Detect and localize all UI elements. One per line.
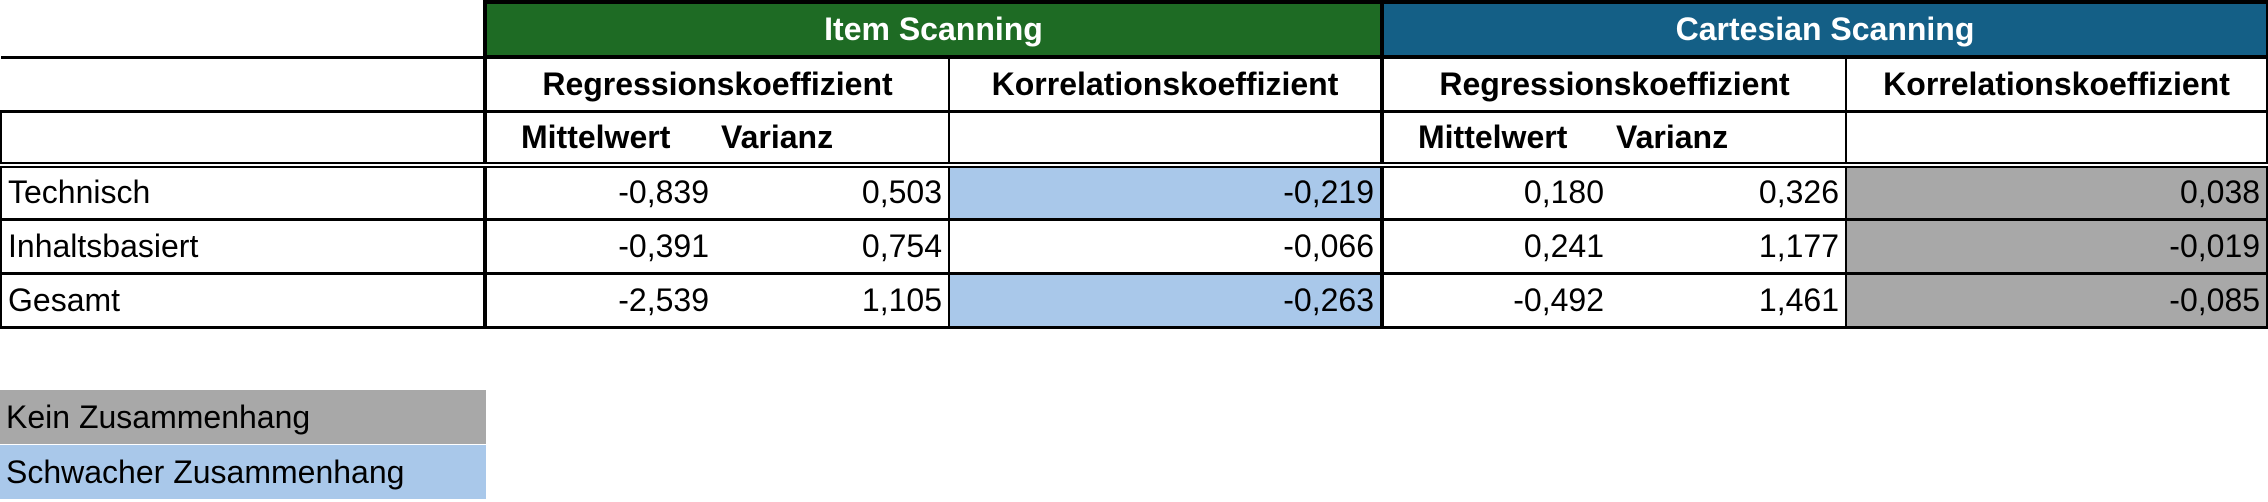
item-correlation-blank — [949, 109, 1384, 168]
row-label: Gesamt — [0, 273, 487, 329]
item-mean-cell: -2,539 — [485, 273, 715, 329]
cartesian-correlation-cell: 0,038 — [1846, 165, 2268, 221]
group-header-row: Item Scanning Cartesian Scanning — [1, 0, 2268, 59]
table-row: Gesamt -2,539 1,105 -0,263 -0,492 1,461 … — [0, 273, 2268, 329]
item-correlation-cell: -0,263 — [949, 273, 1384, 329]
cartesian-variance-cell: 0,326 — [1610, 165, 1847, 221]
item-regression-header: Regressionskoeffizient — [483, 57, 950, 111]
cartesian-mean-header: Mittelwert — [1382, 109, 1610, 168]
cartesian-mean-cell: 0,180 — [1382, 165, 1610, 221]
cartesian-correlation-cell: -0,019 — [1846, 219, 2268, 275]
item-correlation-header: Korrelationskoeffizient — [949, 57, 1384, 111]
item-correlation-cell: -0,219 — [949, 165, 1384, 221]
item-variance-cell: 0,754 — [715, 219, 950, 275]
item-variance-cell: 0,503 — [715, 165, 950, 221]
item-variance-header: Varianz — [715, 109, 950, 168]
row-label: Inhaltsbasiert — [0, 219, 487, 275]
cartesian-correlation-header: Korrelationskoeffizient — [1846, 57, 2268, 111]
cartesian-correlation-cell: -0,085 — [1846, 273, 2268, 329]
empty-label-header-2 — [0, 109, 487, 168]
cartesian-correlation-blank — [1846, 109, 2268, 168]
item-variance-cell: 1,105 — [715, 273, 950, 329]
cartesian-variance-cell: 1,177 — [1610, 219, 1847, 275]
item-mean-cell: -0,839 — [485, 165, 715, 221]
subheader-row: Regressionskoeffizient Korrelationskoeff… — [1, 55, 2268, 111]
item-mean-header: Mittelwert — [485, 109, 715, 168]
legend-no-correlation: Kein Zusammenhang — [0, 390, 486, 444]
legend-weak-correlation: Schwacher Zusammenhang — [0, 445, 486, 499]
cartesian-variance-header: Varianz — [1610, 109, 1847, 168]
results-table: Item Scanning Cartesian Scanning Regress… — [0, 0, 2268, 329]
subheader-row-2: Mittelwert Varianz Mittelwert Varianz — [0, 109, 2268, 168]
cartesian-variance-cell: 1,461 — [1610, 273, 1847, 329]
item-correlation-cell: -0,066 — [949, 219, 1384, 275]
empty-label-header — [1, 55, 485, 111]
row-label: Technisch — [0, 165, 487, 221]
table-row: Inhaltsbasiert -0,391 0,754 -0,066 0,241… — [0, 219, 2268, 275]
cartesian-mean-cell: -0,492 — [1382, 273, 1610, 329]
empty-corner-cell — [1, 2, 485, 57]
item-mean-cell: -0,391 — [485, 219, 715, 275]
table-row: Technisch -0,839 0,503 -0,219 0,180 0,32… — [0, 165, 2268, 221]
cartesian-regression-header: Regressionskoeffizient — [1380, 57, 1847, 111]
item-scanning-header: Item Scanning — [483, 0, 1384, 59]
cartesian-scanning-header: Cartesian Scanning — [1379, 0, 2268, 59]
cartesian-mean-cell: 0,241 — [1382, 219, 1610, 275]
